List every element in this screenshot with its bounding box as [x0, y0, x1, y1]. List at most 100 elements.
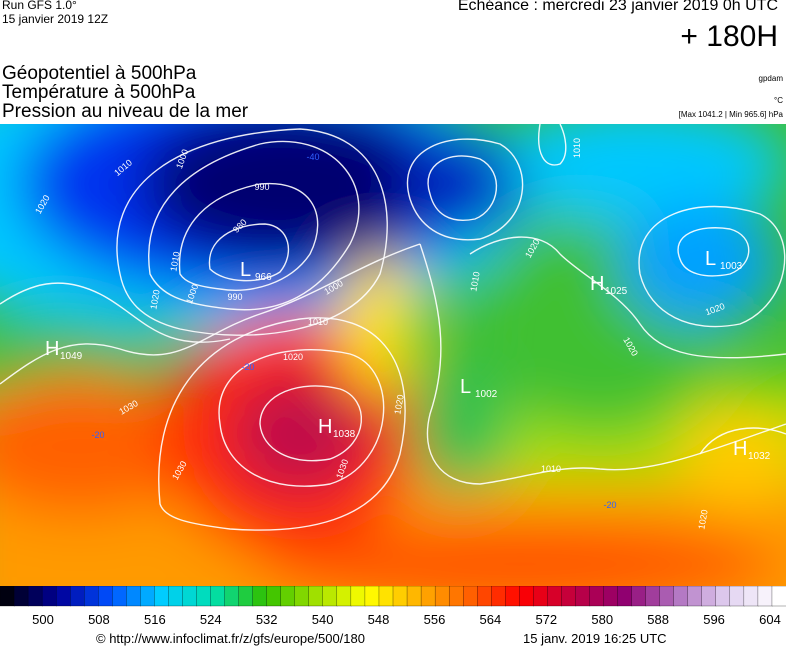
colorbar-swatch — [378, 586, 394, 607]
colorbar-label: 532 — [256, 612, 278, 627]
colorbar-swatch — [140, 586, 156, 607]
colorbar-swatch — [406, 586, 422, 607]
colorbar-swatch — [27, 586, 43, 607]
colorbar-swatch — [505, 586, 520, 607]
colorbar-swatch — [477, 586, 492, 607]
center-symbol: L — [240, 259, 251, 281]
colorbar-swatch — [238, 586, 254, 607]
isobar-label: 1010 — [541, 464, 561, 474]
pressure-range: [Max 1041.2 | Min 965.6] hPa — [678, 110, 783, 119]
colorbar-swatch — [603, 586, 619, 607]
colorbar-swatch — [687, 586, 703, 607]
colorbar-swatch — [322, 586, 338, 607]
center-value: 1002 — [475, 389, 498, 400]
colorbar-swatch — [701, 586, 717, 607]
colorbar-swatch — [364, 586, 380, 607]
isobar-label: 1020 — [283, 352, 303, 362]
center-value: 1003 — [720, 261, 743, 272]
colorbar-swatch — [308, 586, 324, 607]
center-value: 1032 — [748, 451, 771, 462]
isobar-label: 1010 — [168, 251, 181, 272]
colorbar-swatch — [757, 586, 773, 607]
colorbar-swatch — [673, 586, 689, 607]
colorbar-swatch — [589, 586, 605, 607]
center-symbol: H — [590, 273, 604, 295]
colorbar-swatch — [561, 586, 577, 607]
center-symbol: L — [705, 248, 716, 270]
footer-url: © http://www.infoclimat.fr/z/gfs/europe/… — [96, 631, 365, 646]
temperature-label: -20 — [91, 430, 104, 440]
unit-label: gpdam — [758, 74, 783, 83]
colorbar-swatch — [55, 586, 71, 607]
lead-time: + 180H — [680, 20, 778, 53]
colorbar-swatch — [617, 586, 633, 607]
field-title: Température à 500hPa — [2, 82, 196, 103]
colorbar-swatch — [182, 586, 198, 607]
center-value: 1025 — [605, 286, 628, 297]
field-title: Pression au niveau de la mer — [2, 101, 249, 122]
colorbar-swatch — [196, 586, 212, 607]
colorbar-swatch — [771, 586, 786, 607]
colorbar-swatch — [0, 586, 15, 607]
colorbar-swatch — [519, 586, 535, 607]
colorbar-swatch — [729, 586, 745, 607]
colorbar-swatch — [448, 586, 464, 607]
field-title: Géopotentiel à 500hPa — [2, 63, 197, 84]
colorbar-swatch — [434, 586, 450, 607]
colorbar-swatch — [420, 586, 436, 607]
colorbar-swatch — [224, 586, 240, 607]
footer-timestamp: 15 janv. 2019 16:25 UTC — [523, 631, 667, 646]
temperature-label: -40 — [306, 152, 319, 162]
colorbar-swatch — [491, 586, 506, 607]
colorbar-swatch — [280, 586, 296, 607]
isobar-label: 1010 — [308, 317, 328, 327]
center-symbol: L — [460, 376, 471, 398]
colorbar-label: 500 — [32, 612, 54, 627]
isobar-label: 1020 — [148, 289, 161, 310]
colorbar-swatch — [659, 586, 675, 607]
colorbar-label: 556 — [424, 612, 446, 627]
run-date: 15 janvier 2019 12Z — [2, 12, 109, 26]
colorbar-swatch — [126, 586, 142, 607]
colorbar-label: 564 — [480, 612, 502, 627]
colorbar-label: 580 — [591, 612, 613, 627]
colorbar-swatch — [41, 586, 57, 607]
colorbar-swatch — [645, 586, 661, 607]
colorbar-swatch — [743, 586, 759, 607]
colorbar-swatch — [294, 586, 310, 607]
colorbar-label: 508 — [88, 612, 110, 627]
colorbar-swatch — [392, 586, 408, 607]
isobar-label: 990 — [227, 292, 242, 302]
colorbar-swatch — [715, 586, 731, 607]
colorbar-swatch — [168, 586, 184, 607]
center-value: 1049 — [60, 351, 83, 362]
colorbar-swatch — [336, 586, 352, 607]
isobar-label: 990 — [254, 182, 269, 192]
colorbar-swatch — [154, 586, 170, 607]
colorbar-label: 596 — [703, 612, 725, 627]
colorbar-swatch — [533, 586, 549, 607]
colorbar-swatch — [210, 586, 226, 607]
colorbar-label: 524 — [200, 612, 222, 627]
colorbar-swatch — [112, 586, 127, 607]
colorbar-swatch — [13, 586, 29, 607]
temperature-label: -20 — [241, 362, 254, 372]
isobar-label: 1010 — [572, 138, 582, 158]
colorbar-swatch — [547, 586, 563, 607]
isobar-label: 1020 — [696, 509, 709, 530]
colorbar-label: 540 — [312, 612, 334, 627]
center-symbol: H — [733, 438, 747, 460]
colorbar-swatch — [84, 586, 99, 607]
run-label: Run GFS 1.0° — [2, 0, 77, 12]
colorbar-swatch — [631, 586, 647, 607]
colorbar-label: 516 — [144, 612, 166, 627]
center-value: 1038 — [333, 429, 356, 440]
colorbar-swatch — [575, 586, 591, 607]
isobar-label: 1020 — [392, 394, 405, 415]
center-value: 966 — [255, 272, 272, 283]
colorbar: 500 508 516 524 532 540 548 556 564 572 580 588 596 6… — [0, 586, 786, 627]
colorbar-label: 588 — [647, 612, 669, 627]
colorbar-swatch — [252, 586, 268, 607]
